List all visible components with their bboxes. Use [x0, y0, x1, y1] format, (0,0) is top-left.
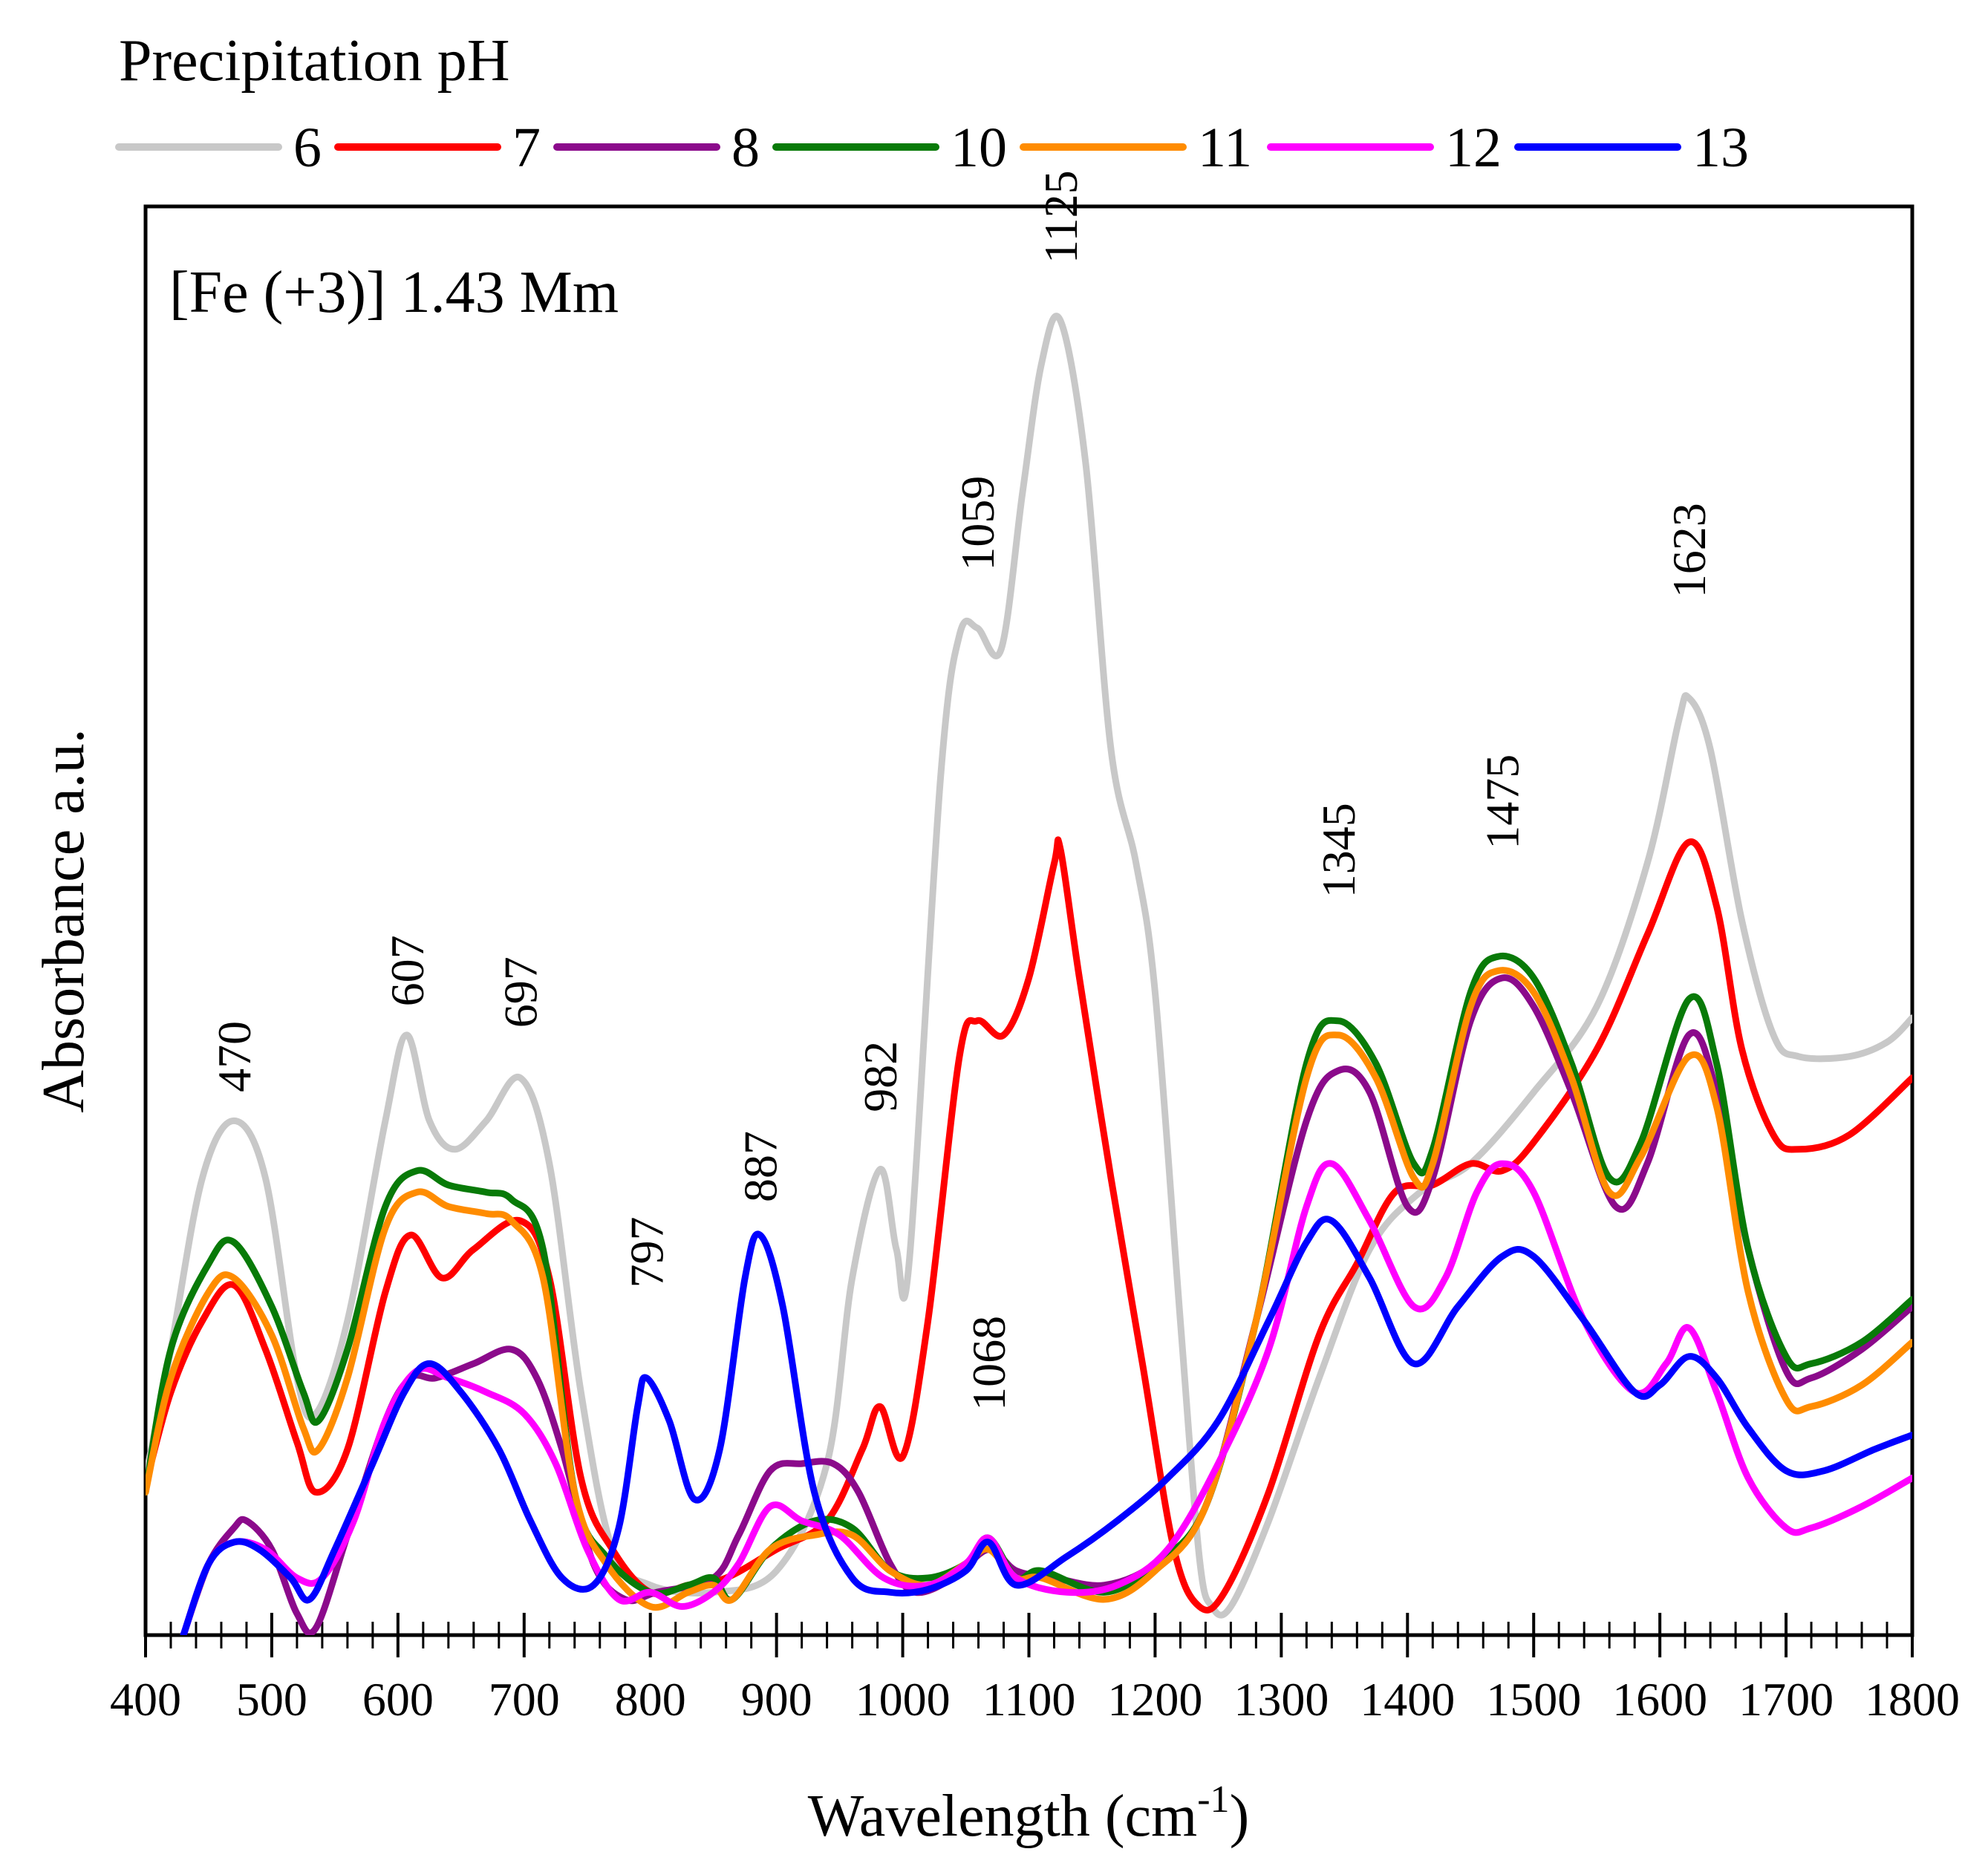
peak-label-982: 982 — [854, 1041, 907, 1112]
x-tick-label: 1400 — [1360, 1673, 1455, 1726]
x-tick-label: 500 — [236, 1673, 307, 1726]
peak-label-470: 470 — [208, 1021, 261, 1092]
peak-label-1059: 1059 — [951, 476, 1004, 571]
series-line-ph-13 — [180, 1216, 1912, 1635]
peak-label-1475: 1475 — [1476, 754, 1529, 849]
x-tick-label: 1800 — [1865, 1673, 1960, 1726]
legend-title: Precipitation pH — [119, 28, 510, 94]
x-tick-label: 1500 — [1486, 1673, 1581, 1726]
peak-label-797: 797 — [621, 1217, 674, 1288]
peak-label-1623: 1623 — [1663, 503, 1715, 598]
legend-label-ph-8: 8 — [731, 117, 760, 179]
annotation: [Fe (+3)] 1.43 Mm — [169, 260, 619, 325]
x-axis-label-close: ) — [1230, 1784, 1250, 1849]
x-tick-label: 900 — [741, 1673, 812, 1726]
x-axis-label-sup: -1 — [1197, 1778, 1229, 1821]
x-tick-label: 1300 — [1233, 1673, 1329, 1726]
series-group — [146, 313, 1912, 1635]
peak-label-697: 697 — [495, 956, 547, 1028]
x-tick-label: 1000 — [856, 1673, 951, 1726]
peak-label-1125: 1125 — [1034, 170, 1087, 264]
y-axis-label: Absorbance a.u. — [31, 728, 97, 1113]
x-tick-label: 1200 — [1107, 1673, 1202, 1726]
peak-label-1068: 1068 — [962, 1316, 1015, 1411]
peak-label-607: 607 — [381, 935, 434, 1006]
peak-labels: 470 607 697 797 887 982 1059 1068 1125 1345 1475 16… — [208, 170, 1715, 1411]
peak-label-1345: 1345 — [1312, 803, 1365, 898]
legend-label-ph-10: 10 — [951, 117, 1007, 179]
x-tick-label: 400 — [110, 1673, 181, 1726]
x-axis-label: Wavelength (cm-1) — [808, 1778, 1249, 1849]
x-tick-label: 600 — [362, 1673, 434, 1726]
x-tick-label: 1600 — [1612, 1673, 1707, 1726]
peak-label-887: 887 — [734, 1131, 787, 1202]
x-axis-label-main: Wavelength (cm — [808, 1784, 1197, 1849]
plot-area — [143, 204, 1914, 1637]
x-axis: 400 500 600 700 800 900 1000 1100 1200 1300 1400 15… — [110, 1613, 1960, 1726]
x-tick-label: 1100 — [982, 1673, 1076, 1726]
legend-label-ph-11: 11 — [1198, 117, 1252, 179]
legend-label-ph-6: 6 — [293, 117, 322, 179]
x-tick-label: 1700 — [1738, 1673, 1834, 1726]
legend-label-ph-7: 7 — [512, 117, 541, 179]
x-tick-label: 700 — [489, 1673, 560, 1726]
x-tick-label: 800 — [615, 1673, 686, 1726]
legend: 6 7 8 10 11 12 13 — [115, 117, 1749, 179]
legend-label-ph-12: 12 — [1445, 117, 1502, 179]
legend-label-ph-13: 13 — [1692, 117, 1749, 179]
series-line-ph-7 — [146, 836, 1912, 1614]
